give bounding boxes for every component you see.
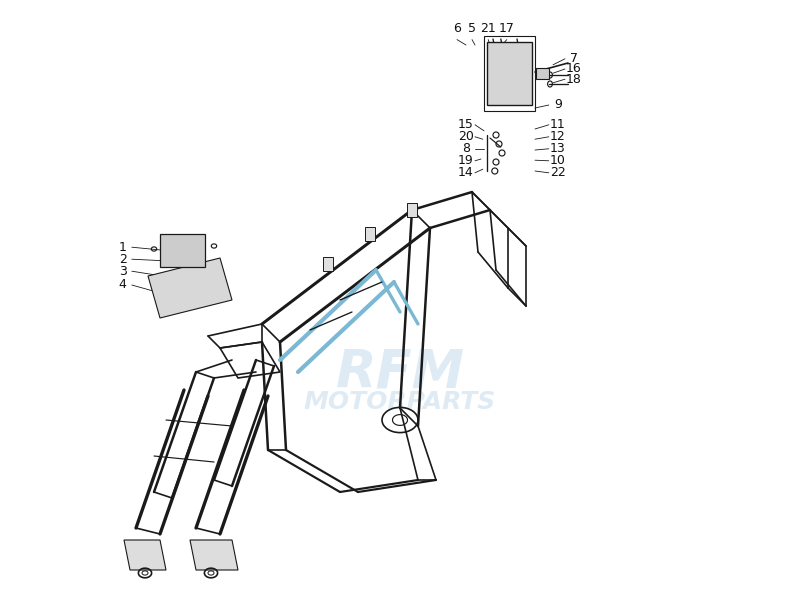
Text: 16: 16 (566, 62, 582, 76)
Bar (487, 42, 532, 105)
Bar (484, 36, 535, 111)
Text: 15: 15 (458, 118, 474, 131)
Bar (323, 257, 333, 271)
Text: 18: 18 (566, 73, 582, 86)
Text: 7: 7 (570, 52, 578, 65)
Polygon shape (124, 540, 166, 570)
Text: 21: 21 (480, 22, 496, 35)
Text: MOTORPARTS: MOTORPARTS (304, 390, 496, 414)
Text: 10: 10 (550, 154, 566, 167)
Text: 1: 1 (119, 241, 126, 254)
Bar (535, 68, 549, 79)
Text: 22: 22 (550, 166, 566, 179)
Text: 9: 9 (554, 98, 562, 112)
Bar (407, 203, 417, 217)
Text: 3: 3 (119, 265, 126, 278)
Text: 5: 5 (468, 22, 476, 35)
Text: 20: 20 (458, 130, 474, 143)
Polygon shape (148, 258, 232, 318)
Text: 19: 19 (458, 154, 474, 167)
Bar (160, 234, 205, 267)
Text: 4: 4 (119, 278, 126, 292)
Text: 8: 8 (462, 142, 470, 155)
Text: 17: 17 (499, 22, 514, 35)
Text: RFM: RFM (335, 346, 465, 398)
Text: 6: 6 (453, 22, 461, 35)
Bar (365, 227, 374, 241)
Text: 12: 12 (550, 130, 566, 143)
Text: 2: 2 (119, 253, 126, 266)
Text: 13: 13 (550, 142, 566, 155)
Polygon shape (190, 540, 238, 570)
Text: 14: 14 (458, 166, 474, 179)
Text: 11: 11 (550, 118, 566, 131)
